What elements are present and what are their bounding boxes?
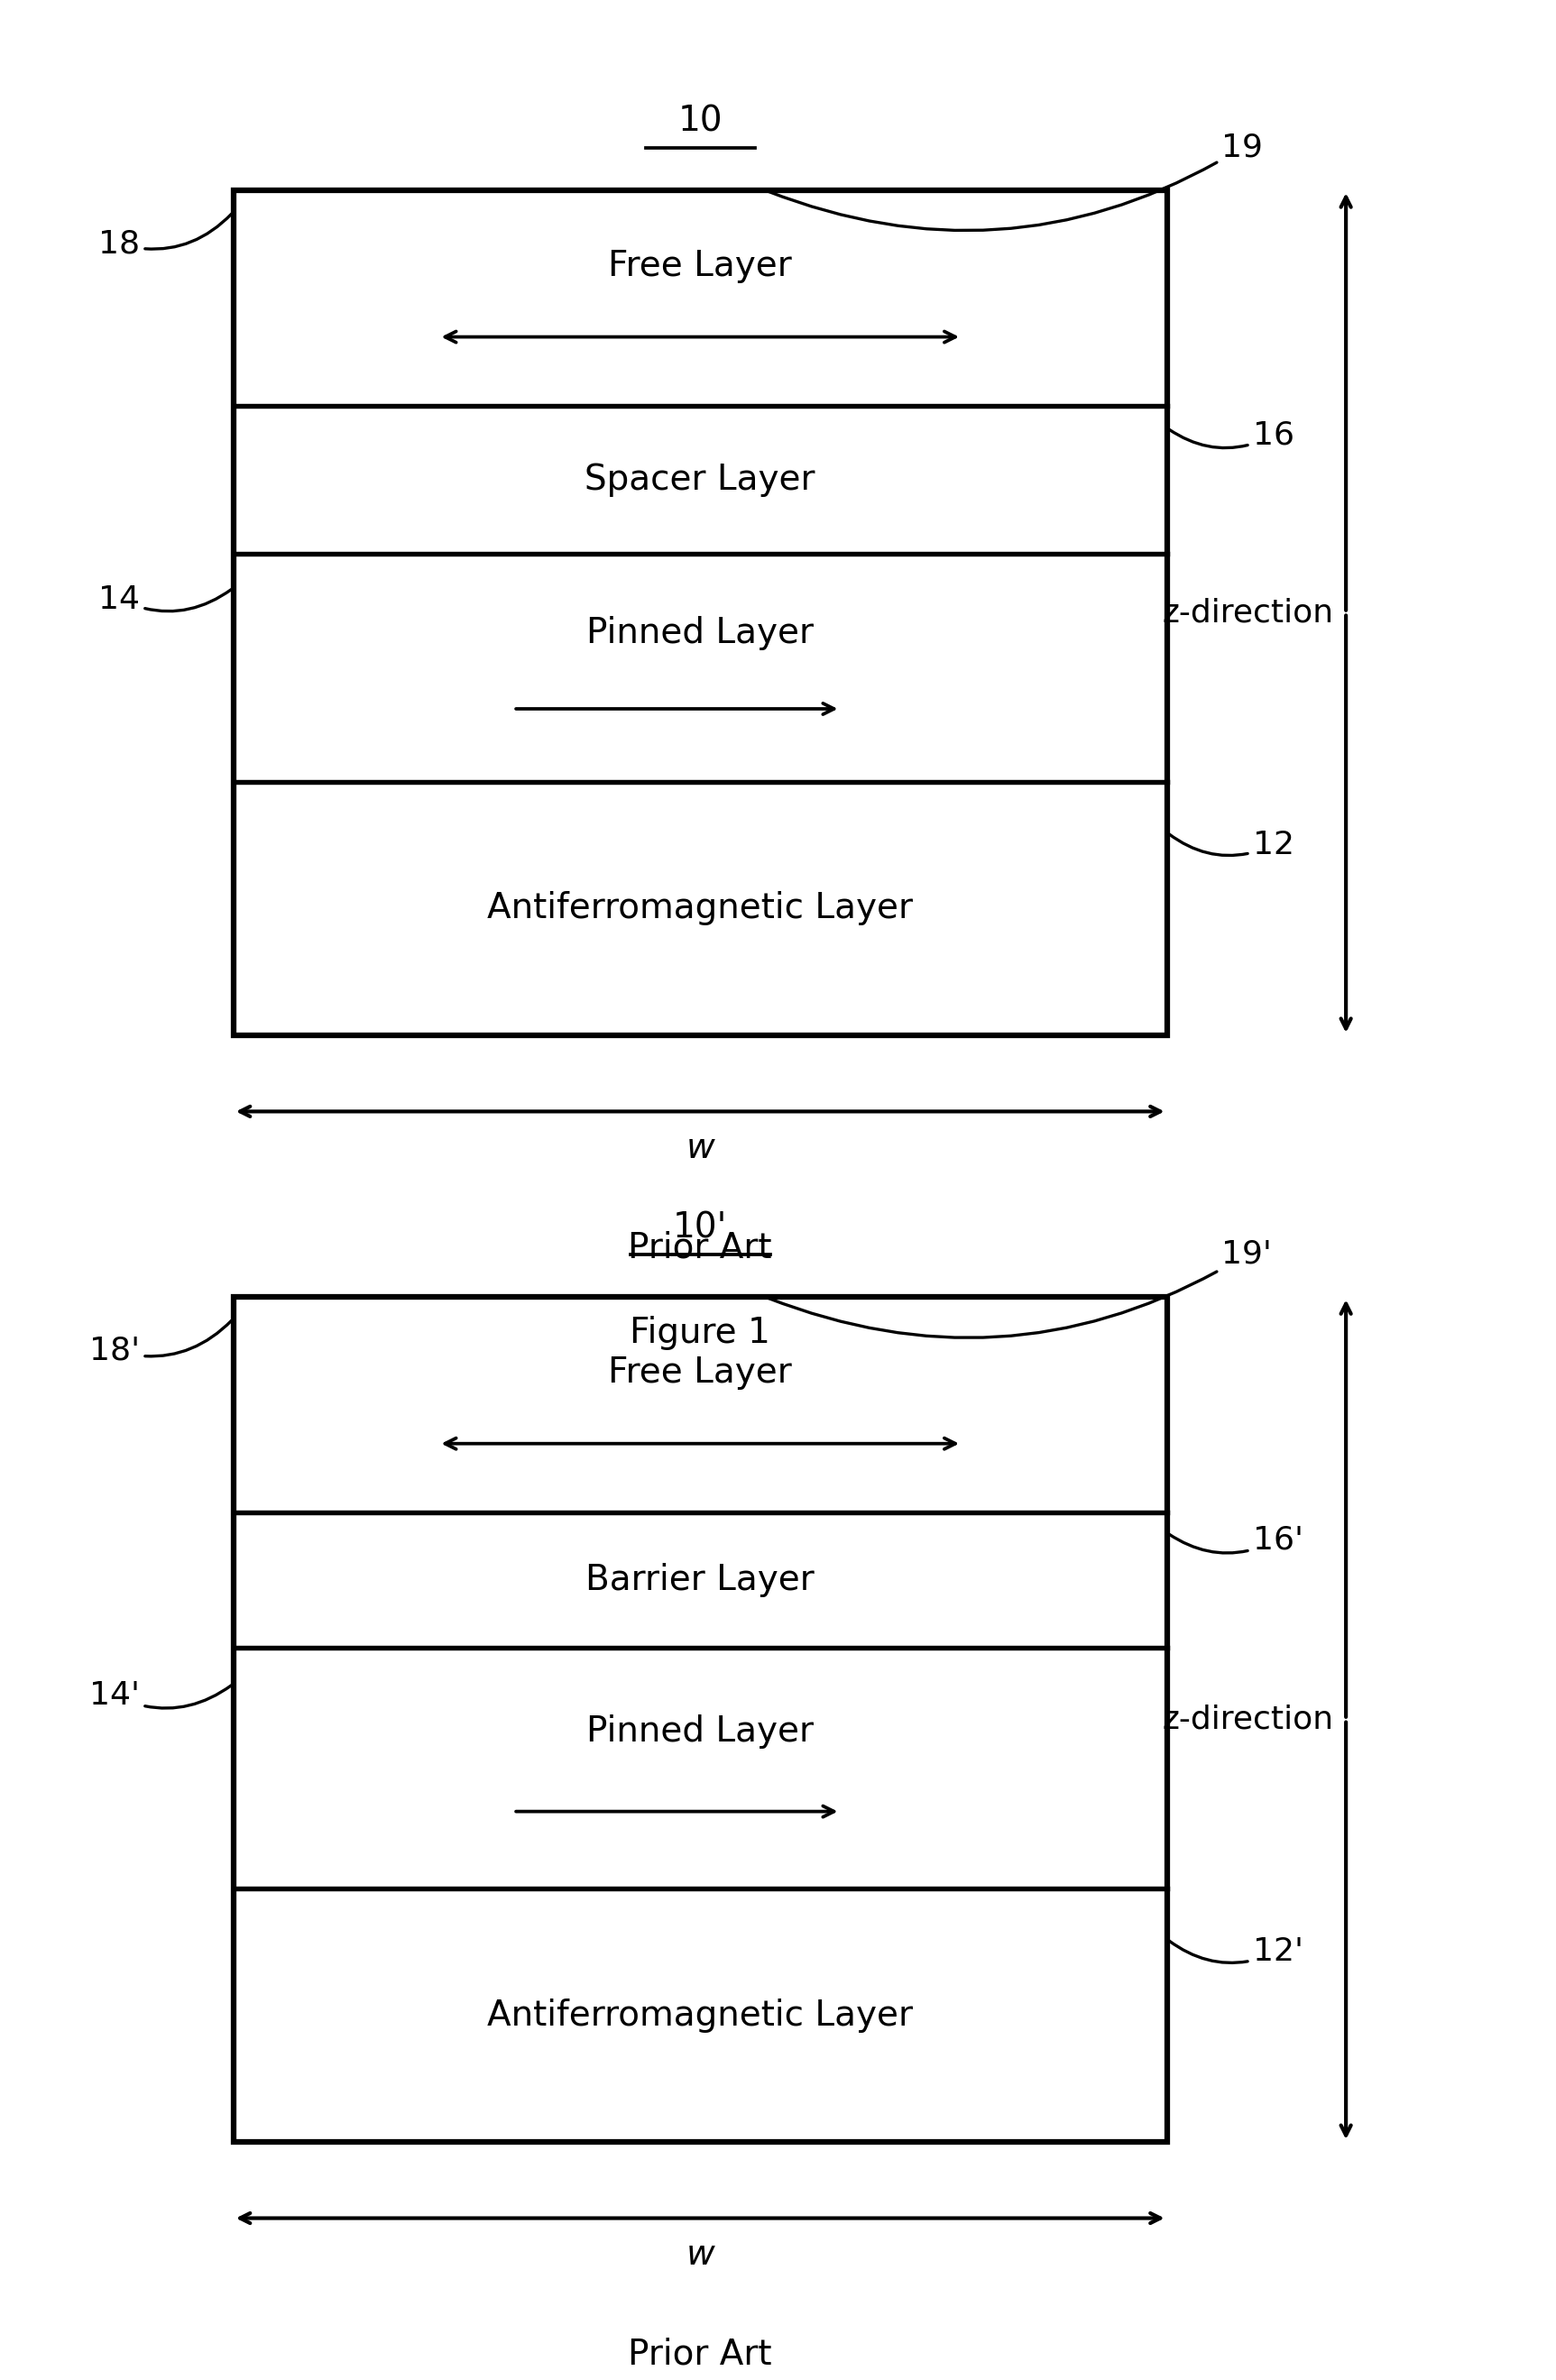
- Bar: [233, 190, 1167, 1035]
- Text: 16: 16: [1169, 421, 1295, 450]
- Text: Pinned Layer: Pinned Layer: [587, 616, 814, 650]
- Text: z-direction: z-direction: [1162, 1704, 1333, 1735]
- Text: 16': 16': [1169, 1523, 1302, 1554]
- Text: Spacer Layer: Spacer Layer: [585, 462, 815, 497]
- Text: Free Layer: Free Layer: [608, 1354, 792, 1390]
- Text: 14: 14: [98, 583, 232, 614]
- Text: 12': 12': [1169, 1937, 1302, 1968]
- Text: 18': 18': [89, 1321, 232, 1366]
- Text: Prior Art: Prior Art: [629, 1230, 772, 1264]
- Text: 19: 19: [769, 133, 1263, 231]
- Text: Figure 1: Figure 1: [630, 1316, 770, 1349]
- Text: w: w: [686, 1130, 714, 1164]
- Bar: [233, 1514, 1167, 1647]
- Text: w: w: [686, 2237, 714, 2271]
- Bar: [233, 1297, 1167, 2142]
- Text: Prior Art: Prior Art: [629, 2337, 772, 2370]
- Bar: [233, 190, 1167, 407]
- Text: 10': 10': [672, 1211, 727, 1245]
- Text: 19': 19': [767, 1240, 1271, 1338]
- Text: Antiferromagnetic Layer: Antiferromagnetic Layer: [487, 892, 913, 926]
- Text: 14': 14': [90, 1680, 232, 1711]
- Text: 12: 12: [1169, 831, 1295, 862]
- Text: Pinned Layer: Pinned Layer: [587, 1716, 814, 1749]
- Text: Free Layer: Free Layer: [608, 248, 792, 283]
- Text: Barrier Layer: Barrier Layer: [585, 1564, 815, 1597]
- Text: 18: 18: [98, 214, 232, 259]
- Bar: [233, 407, 1167, 555]
- Bar: [233, 1297, 1167, 1514]
- Text: Antiferromagnetic Layer: Antiferromagnetic Layer: [487, 1999, 913, 2033]
- Bar: [233, 1647, 1167, 1890]
- Bar: [233, 555, 1167, 781]
- Text: z-direction: z-direction: [1162, 597, 1333, 628]
- Text: 10: 10: [678, 105, 722, 138]
- Bar: [233, 1890, 1167, 2142]
- Bar: [233, 781, 1167, 1035]
